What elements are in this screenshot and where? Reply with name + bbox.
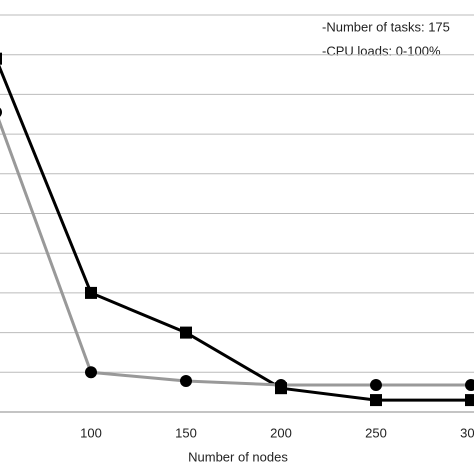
marker <box>465 394 474 407</box>
marker <box>180 375 192 388</box>
marker <box>370 379 382 392</box>
x-axis-title: Number of nodes <box>188 449 288 464</box>
marker <box>0 52 2 65</box>
annotation: -CPU loads: 0-100% <box>322 43 441 58</box>
marker <box>180 326 192 339</box>
x-tick-label: 300 <box>460 425 474 440</box>
marker <box>85 366 97 379</box>
marker <box>465 379 474 392</box>
marker <box>85 286 97 299</box>
series-line <box>0 64 471 402</box>
x-tick-label: 250 <box>365 425 387 440</box>
marker <box>0 107 2 117</box>
x-tick-label: 100 <box>80 425 102 440</box>
series-line <box>0 118 471 387</box>
marker <box>275 379 287 392</box>
marker <box>370 394 382 407</box>
x-tick-label: 200 <box>270 425 292 440</box>
annotation: -Number of tasks: 175 <box>322 19 450 34</box>
x-tick-label: 150 <box>175 425 197 440</box>
